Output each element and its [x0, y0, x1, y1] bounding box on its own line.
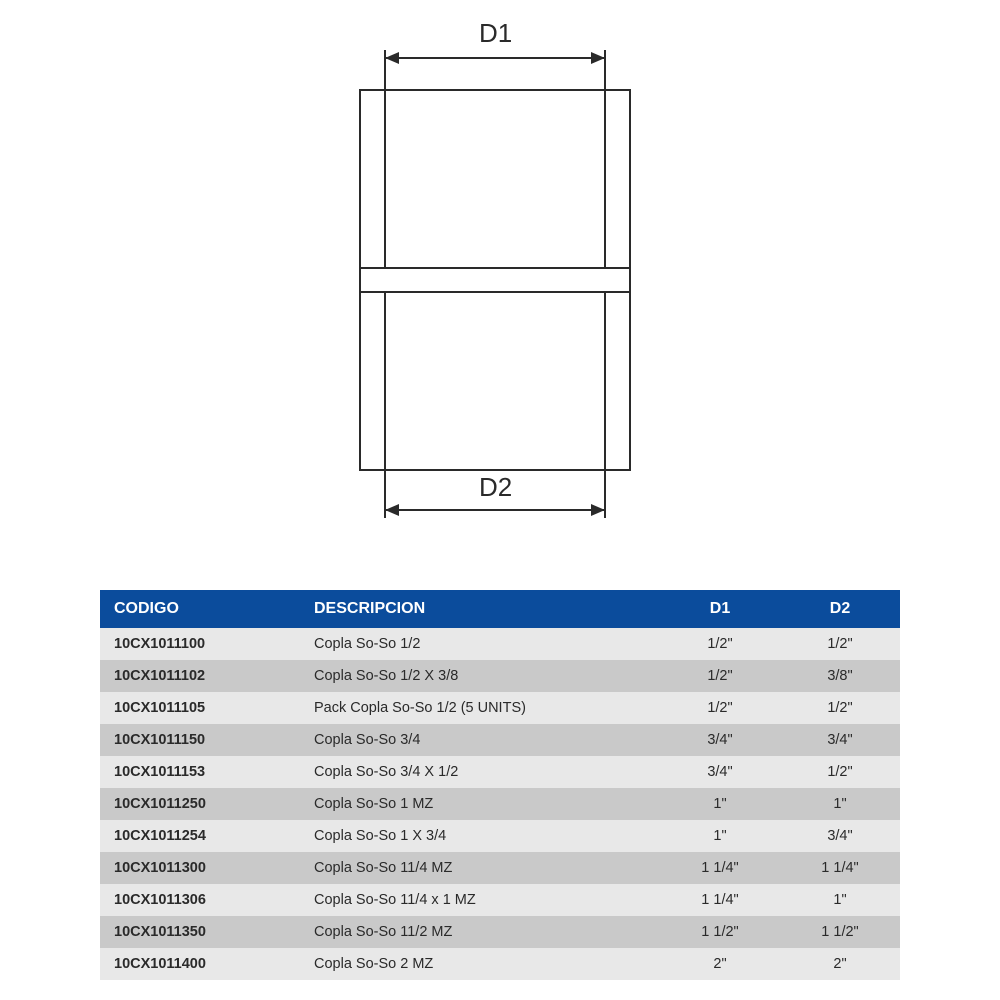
- cell-desc: Copla So-So 1/2: [300, 628, 660, 660]
- cell-desc: Pack Copla So-So 1/2 (5 UNITS): [300, 692, 660, 724]
- cell-d1: 3/4": [660, 756, 780, 788]
- cell-d2: 1 1/2": [780, 916, 900, 948]
- table-row: 10CX1011250Copla So-So 1 MZ1"1": [100, 788, 900, 820]
- col-header-desc: DESCRIPCION: [300, 590, 660, 628]
- table-row: 10CX1011350Copla So-So 11/2 MZ1 1/2"1 1/…: [100, 916, 900, 948]
- cell-codigo: 10CX1011254: [100, 820, 300, 852]
- table-row: 10CX1011153Copla So-So 3/4 X 1/23/4"1/2": [100, 756, 900, 788]
- cell-d1: 1 1/2": [660, 916, 780, 948]
- cell-codigo: 10CX1011250: [100, 788, 300, 820]
- cell-d2: 1/2": [780, 756, 900, 788]
- col-header-d1: D1: [660, 590, 780, 628]
- cell-desc: Copla So-So 3/4: [300, 724, 660, 756]
- table-row: 10CX1011150Copla So-So 3/43/4"3/4": [100, 724, 900, 756]
- table-row: 10CX1011100Copla So-So 1/21/2"1/2": [100, 628, 900, 660]
- cell-d1: 1 1/4": [660, 852, 780, 884]
- cell-d2: 1/2": [780, 628, 900, 660]
- cell-d1: 1 1/4": [660, 884, 780, 916]
- cell-d1: 1/2": [660, 660, 780, 692]
- dimension-label-d1: D1: [479, 18, 512, 49]
- table-row: 10CX1011254Copla So-So 1 X 3/41"3/4": [100, 820, 900, 852]
- table-header: CODIGODESCRIPCIOND1D2: [100, 590, 900, 628]
- cell-d2: 1": [780, 884, 900, 916]
- cell-codigo: 10CX1011102: [100, 660, 300, 692]
- table-row: 10CX1011306Copla So-So 11/4 x 1 MZ1 1/4"…: [100, 884, 900, 916]
- cell-codigo: 10CX1011400: [100, 948, 300, 980]
- table-row: 10CX1011102Copla So-So 1/2 X 3/81/2"3/8": [100, 660, 900, 692]
- table-row: 10CX1011400Copla So-So 2 MZ2"2": [100, 948, 900, 980]
- cell-codigo: 10CX1011300: [100, 852, 300, 884]
- cell-d1: 1": [660, 788, 780, 820]
- cell-desc: Copla So-So 11/4 x 1 MZ: [300, 884, 660, 916]
- cell-desc: Copla So-So 2 MZ: [300, 948, 660, 980]
- table-row: 10CX1011300Copla So-So 11/4 MZ1 1/4"1 1/…: [100, 852, 900, 884]
- cell-desc: Copla So-So 1 X 3/4: [300, 820, 660, 852]
- cell-d2: 3/4": [780, 724, 900, 756]
- col-header-d2: D2: [780, 590, 900, 628]
- cell-d2: 1 1/4": [780, 852, 900, 884]
- cell-d1: 3/4": [660, 724, 780, 756]
- cell-desc: Copla So-So 1 MZ: [300, 788, 660, 820]
- table-row: 10CX1011105Pack Copla So-So 1/2 (5 UNITS…: [100, 692, 900, 724]
- cell-desc: Copla So-So 3/4 X 1/2: [300, 756, 660, 788]
- cell-d1: 1/2": [660, 692, 780, 724]
- cell-codigo: 10CX1011350: [100, 916, 300, 948]
- cell-d1: 1/2": [660, 628, 780, 660]
- spec-table: CODIGODESCRIPCIOND1D2 10CX1011100Copla S…: [100, 590, 900, 980]
- cell-d2: 1": [780, 788, 900, 820]
- col-header-codigo: CODIGO: [100, 590, 300, 628]
- cell-codigo: 10CX1011100: [100, 628, 300, 660]
- cell-codigo: 10CX1011105: [100, 692, 300, 724]
- cell-d1: 2": [660, 948, 780, 980]
- cell-d2: 3/4": [780, 820, 900, 852]
- dimension-label-d2: D2: [479, 472, 512, 503]
- cell-desc: Copla So-So 11/4 MZ: [300, 852, 660, 884]
- diagram-svg: [310, 10, 690, 550]
- technical-diagram: D1 D2: [310, 10, 690, 550]
- spec-table-container: CODIGODESCRIPCIOND1D2 10CX1011100Copla S…: [100, 590, 900, 980]
- table-body: 10CX1011100Copla So-So 1/21/2"1/2"10CX10…: [100, 628, 900, 980]
- cell-d2: 3/8": [780, 660, 900, 692]
- cell-codigo: 10CX1011153: [100, 756, 300, 788]
- cell-desc: Copla So-So 1/2 X 3/8: [300, 660, 660, 692]
- cell-codigo: 10CX1011306: [100, 884, 300, 916]
- cell-desc: Copla So-So 11/2 MZ: [300, 916, 660, 948]
- cell-d1: 1": [660, 820, 780, 852]
- cell-d2: 2": [780, 948, 900, 980]
- cell-d2: 1/2": [780, 692, 900, 724]
- cell-codigo: 10CX1011150: [100, 724, 300, 756]
